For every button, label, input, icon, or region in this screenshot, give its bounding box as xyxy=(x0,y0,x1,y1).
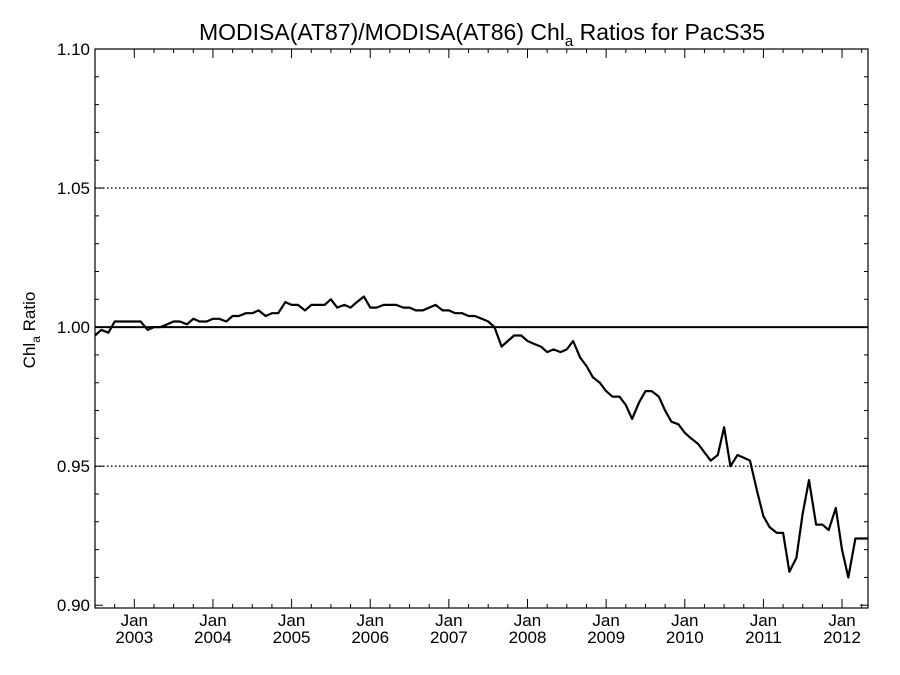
x-tick-year: 2011 xyxy=(745,628,782,647)
x-tick-year: 2012 xyxy=(823,628,861,647)
y-tick-label: 1.05 xyxy=(57,179,90,198)
plot-frame xyxy=(94,48,869,609)
x-tick-year: 2005 xyxy=(273,628,311,647)
y-axis-label: Chla Ratio xyxy=(20,292,43,369)
y-tick-label: 1.10 xyxy=(57,40,90,59)
y-tick-label: 0.90 xyxy=(57,596,90,615)
x-tick-year: 2009 xyxy=(587,628,625,647)
x-tick-year: 2008 xyxy=(509,628,547,647)
y-tick-label: 1.00 xyxy=(57,318,90,337)
x-tick-month: Jan xyxy=(199,611,226,630)
x-tick-month: Jan xyxy=(278,611,305,630)
x-tick-year: 2003 xyxy=(115,628,153,647)
x-tick-month: Jan xyxy=(435,611,462,630)
chart-title: MODISA(AT87)/MODISA(AT86) Chla Ratios fo… xyxy=(199,19,765,50)
x-axis: Jan2003Jan2004Jan2005Jan2006Jan2007Jan20… xyxy=(114,49,863,647)
y-tick-label: 0.95 xyxy=(57,457,90,476)
x-tick-year: 2007 xyxy=(430,628,468,647)
x-tick-month: Jan xyxy=(828,611,855,630)
x-tick-month: Jan xyxy=(357,611,384,630)
x-tick-year: 2006 xyxy=(351,628,389,647)
x-tick-year: 2004 xyxy=(194,628,232,647)
x-tick-month: Jan xyxy=(514,611,541,630)
y-axis: 0.90 0.95 1.00 1.05 1.10 xyxy=(57,40,868,615)
x-tick-year: 2010 xyxy=(666,628,704,647)
reference-lines xyxy=(95,187,868,467)
x-tick-month: Jan xyxy=(592,611,619,630)
x-tick-month: Jan xyxy=(750,611,777,630)
x-tick-month: Jan xyxy=(671,611,698,630)
ratio-series-line xyxy=(94,295,868,579)
x-tick-month: Jan xyxy=(121,611,148,630)
